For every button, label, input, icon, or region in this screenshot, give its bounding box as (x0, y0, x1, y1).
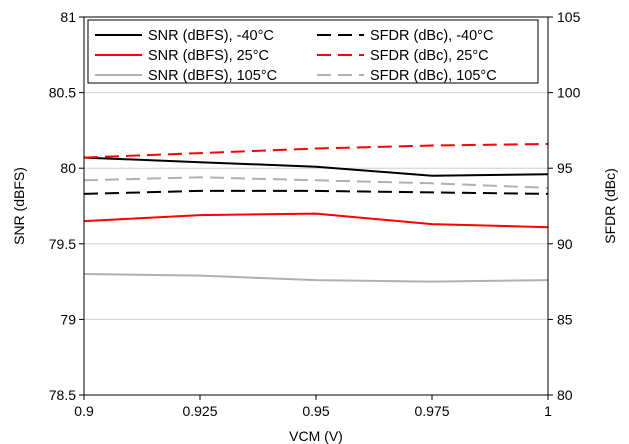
x-tick-label: 0.95 (302, 403, 329, 419)
y-left-tick-label: 78.5 (49, 387, 76, 403)
legend-label-1: SFDR (dBc), -40°C (370, 28, 493, 44)
series-line-4 (83, 273, 549, 283)
legend: SNR (dBFS), -40°C SFDR (dBc), -40°C SNR (d… (87, 19, 539, 84)
legend-label-5: SFDR (dBc), 105°C (370, 68, 497, 84)
x-axis-title: VCM (V) (289, 428, 343, 444)
legend-box (87, 19, 539, 84)
y-right-tick-label: 90 (557, 236, 573, 252)
y-right-tick-label: 95 (557, 160, 573, 176)
x-tick-label: 0.975 (414, 403, 449, 419)
series-line-3 (83, 143, 549, 159)
y-right-tick-label: 80 (557, 387, 573, 403)
legend-label-0: SNR (dBFS), -40°C (148, 28, 274, 44)
y-left-tick-label: 80 (60, 160, 76, 176)
y-left-tick-label: 79 (60, 311, 76, 327)
legend-label-4: SNR (dBFS), 105°C (148, 68, 277, 84)
y-left-tick-label: 79.5 (49, 236, 76, 252)
y-axis-right-title: SFDR (dBc) (602, 168, 618, 243)
y-right-tick-label: 105 (557, 9, 581, 25)
x-tick-label: 0.925 (182, 403, 217, 419)
series-line-5 (83, 176, 549, 189)
x-tick-label: 0.9 (74, 403, 94, 419)
series-line-0 (83, 156, 549, 177)
y-left-tick-label: 80.5 (49, 85, 76, 101)
ticks: 0.9 0.925 0.95 0.975 1 78.5 79 79.5 80 80.5 81 80 85… (49, 9, 581, 419)
series-line-2 (83, 212, 549, 229)
legend-label-3: SFDR (dBc), 25°C (370, 48, 489, 64)
y-left-tick-label: 81 (60, 9, 76, 25)
series-lines (83, 143, 549, 283)
y-right-tick-label: 100 (557, 85, 581, 101)
x-tick-label: 1 (544, 403, 552, 419)
y-right-tick-label: 85 (557, 311, 573, 327)
y-axis-left-title: SNR (dBFS) (11, 167, 27, 245)
legend-label-2: SNR (dBFS), 25°C (148, 48, 269, 64)
series-line-1 (83, 189, 549, 195)
